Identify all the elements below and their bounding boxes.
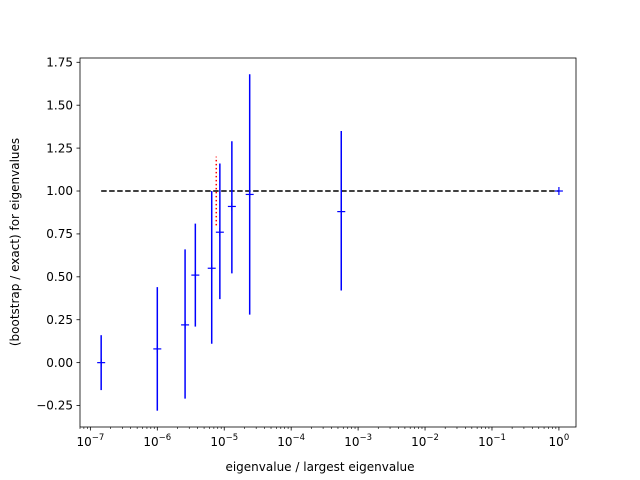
data-point-2 <box>181 320 190 329</box>
plot-frame <box>79 57 577 428</box>
x-tick-label-0: 10−7 <box>76 433 104 449</box>
y-tick-label-2: 0.25 <box>46 313 73 327</box>
plot-area <box>97 74 563 411</box>
x-tick-label-4: 10−3 <box>344 433 372 449</box>
x-axis-label: eigenvalue / largest eigenvalue <box>225 460 414 474</box>
y-tick-label-8: 1.75 <box>46 55 73 69</box>
x-tick-label-3: 10−4 <box>277 433 305 449</box>
y-tick-label-5: 1.00 <box>46 184 73 198</box>
data-point-0 <box>97 358 106 367</box>
y-tick-label-7: 1.50 <box>46 98 73 112</box>
y-axis-label: (bootstrap / exact) for eigenvalues <box>8 138 22 346</box>
data-point-4 <box>207 264 216 273</box>
y-tick-label-3: 0.50 <box>46 270 73 284</box>
data-point-3 <box>191 271 200 280</box>
y-tick-label-6: 1.25 <box>46 141 73 155</box>
data-point-5 <box>215 228 224 237</box>
data-point-9 <box>554 187 563 196</box>
axes: 10−7 10−6 10−5 10−4 10−3 10−2 10−1 100 −0.25 0.00… <box>36 55 577 449</box>
x-tick-label-1: 10−6 <box>143 433 171 449</box>
data-point-8 <box>337 207 346 216</box>
data-point-7 <box>245 190 254 199</box>
y-tick-label-1: 0.00 <box>46 356 73 370</box>
data-point-1 <box>153 344 162 353</box>
y-tick-label-4: 0.75 <box>46 227 73 241</box>
x-tick-label-2: 10−5 <box>210 433 238 449</box>
data-point-6 <box>227 202 236 211</box>
x-tick-label-5: 10−2 <box>411 433 439 449</box>
x-tick-label-7: 100 <box>549 433 570 449</box>
y-tick-label-0: −0.25 <box>36 399 73 413</box>
x-tick-label-6: 10−1 <box>478 433 506 449</box>
